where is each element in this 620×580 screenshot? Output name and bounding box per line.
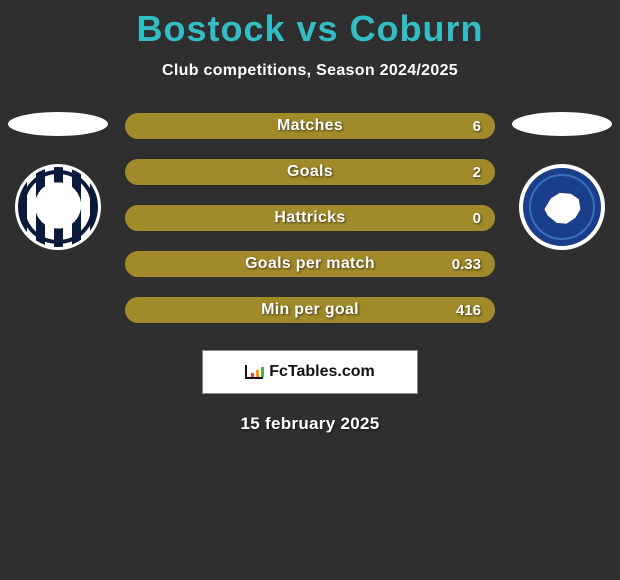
left-side: [8, 112, 108, 250]
comparison-card: Bostock vs Coburn Club competitions, Sea…: [0, 0, 620, 434]
stat-right-value: 416: [456, 302, 481, 319]
stat-bar-matches: Matches 6: [124, 112, 496, 140]
stat-right-value: 0.33: [452, 256, 481, 273]
lion-icon: [540, 185, 584, 229]
match-date: 15 february 2025: [0, 414, 620, 434]
stat-bar-hattricks: Hattricks 0: [124, 204, 496, 232]
fctables-link[interactable]: FcTables.com: [202, 350, 418, 394]
stat-bar-mpg: Min per goal 416: [124, 296, 496, 324]
stat-right-value: 6: [473, 118, 481, 135]
team2-badge-icon: [519, 164, 605, 250]
stat-label: Min per goal: [261, 301, 359, 319]
stat-bar-goals: Goals 2: [124, 158, 496, 186]
player2-avatar: [512, 112, 612, 136]
comparison-body: Matches 6 Goals 2 Hattricks 0 Goals per …: [0, 112, 620, 324]
stat-bars: Matches 6 Goals 2 Hattricks 0 Goals per …: [124, 112, 496, 324]
stat-right-value: 2: [473, 164, 481, 181]
right-side: [512, 112, 612, 250]
stat-bar-gpm: Goals per match 0.33: [124, 250, 496, 278]
subtitle: Club competitions, Season 2024/2025: [0, 62, 620, 80]
logo-text: FcTables.com: [269, 363, 375, 381]
stat-right-value: 0: [473, 210, 481, 227]
stat-label: Matches: [277, 117, 343, 135]
page-title: Bostock vs Coburn: [0, 8, 620, 50]
stat-label: Goals per match: [245, 255, 375, 273]
stat-label: Goals: [287, 163, 333, 181]
player1-name: Bostock: [136, 8, 285, 49]
stat-label: Hattricks: [274, 209, 345, 227]
player1-avatar: [8, 112, 108, 136]
team1-badge-icon: [15, 164, 101, 250]
vs-label: vs: [297, 8, 339, 49]
chart-icon: [245, 365, 263, 379]
player2-name: Coburn: [350, 8, 484, 49]
